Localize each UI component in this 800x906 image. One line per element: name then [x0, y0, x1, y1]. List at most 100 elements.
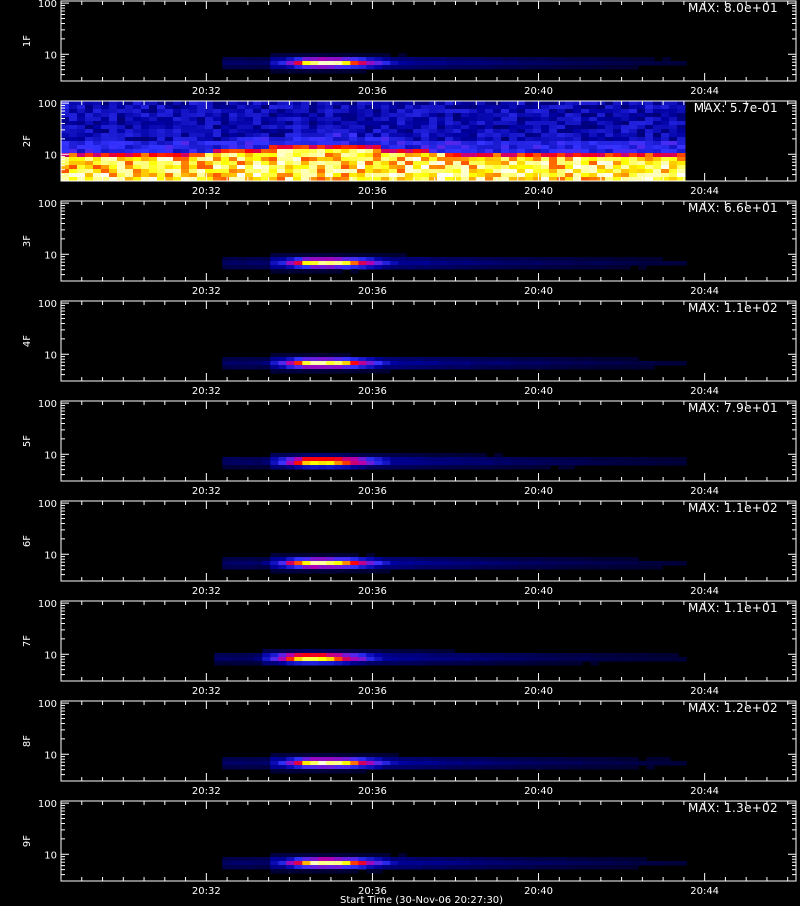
heatmap-cell: [446, 461, 455, 466]
heatmap-cell: [246, 653, 255, 658]
heatmap-cell: [477, 161, 486, 166]
heatmap-cells: [222, 53, 687, 74]
heatmap-cell: [398, 853, 407, 858]
heatmap-cell: [350, 265, 359, 270]
heatmap-cell: [582, 653, 591, 658]
heatmap-cell: [133, 137, 142, 142]
x-tick-label: 20:36: [358, 86, 387, 97]
heatmap-cell: [477, 153, 486, 158]
heatmap-cell: [549, 145, 558, 150]
heatmap-cell: [221, 161, 230, 166]
heatmap-cell: [350, 857, 359, 862]
heatmap-cell: [405, 149, 414, 154]
heatmap-cell: [189, 153, 198, 158]
heatmap-cell: [286, 869, 295, 874]
heatmap-cell: [501, 121, 510, 126]
heatmap-cell: [222, 861, 231, 866]
heatmap-cell: [173, 113, 182, 118]
heatmap-cell: [654, 861, 663, 866]
heatmap-cell: [294, 365, 303, 370]
heatmap-cell: [645, 109, 654, 114]
heatmap-cell: [333, 117, 342, 122]
heatmap-cell: [262, 457, 271, 462]
heatmap-cell: [317, 149, 326, 154]
heatmap-cell: [485, 153, 494, 158]
heatmap-cell: [422, 661, 431, 666]
heatmap-cell: [365, 173, 374, 178]
heatmap-cell: [614, 61, 623, 66]
heatmap-cell: [254, 565, 263, 570]
heatmap-cell: [558, 357, 567, 362]
x-tick-label: 20:36: [358, 386, 387, 397]
heatmap-cell: [390, 557, 399, 562]
heatmap-cell: [606, 761, 615, 766]
heatmap-cell: [438, 61, 447, 66]
heatmap-cell: [245, 129, 254, 134]
heatmap-cell: [453, 165, 462, 170]
heatmap-cell: [237, 177, 246, 182]
heatmap-cell: [493, 149, 502, 154]
heatmap-cell: [382, 661, 391, 666]
heatmap-cell: [197, 149, 206, 154]
heatmap-cell: [269, 133, 278, 138]
heatmap-cell: [69, 141, 78, 146]
heatmap-cell: [445, 121, 454, 126]
heatmap-cell: [109, 121, 118, 126]
heatmap-cell: [270, 353, 279, 358]
heatmap-cell: [302, 253, 311, 258]
heatmap-cell: [582, 365, 591, 370]
plot-frame: [60, 300, 797, 382]
heatmap-cell: [270, 857, 279, 862]
heatmap-cell: [197, 161, 206, 166]
heatmap-cell: [486, 857, 495, 862]
heatmap-cell: [261, 125, 270, 130]
heatmap-cell: [581, 105, 590, 110]
heatmap-cell: [517, 165, 526, 170]
heatmap-cell: [334, 865, 343, 870]
heatmap-cell: [318, 757, 327, 762]
heatmap-cell: [69, 105, 78, 110]
heatmap-cell: [326, 257, 335, 262]
heatmap-cell: [357, 153, 366, 158]
heatmap-cell: [557, 141, 566, 146]
heatmap-cell: [622, 557, 631, 562]
heatmap-cell: [213, 117, 222, 122]
heatmap-cell: [278, 561, 287, 566]
heatmap-cell: [262, 261, 271, 266]
heatmap-cell: [238, 657, 247, 662]
heatmap-cell: [621, 161, 630, 166]
heatmap-cell: [382, 61, 391, 66]
heatmap-cell: [373, 173, 382, 178]
heatmap-cell: [589, 105, 598, 110]
heatmap-cell: [222, 365, 231, 370]
heatmap-cell: [629, 117, 638, 122]
x-ticks: [60, 101, 789, 181]
heatmap-cell: [374, 461, 383, 466]
heatmap-cell: [486, 565, 495, 570]
heatmap-cell: [653, 121, 662, 126]
heatmap-cell: [246, 561, 255, 566]
heatmap-cell: [342, 861, 351, 866]
heatmap-cell: [517, 113, 526, 118]
heatmap-cell: [230, 861, 239, 866]
heatmap-cell: [413, 145, 422, 150]
heatmap-cell: [453, 133, 462, 138]
heatmap-cell: [245, 121, 254, 126]
heatmap-cell: [414, 565, 423, 570]
heatmap-cell: [173, 153, 182, 158]
heatmap-cell: [541, 133, 550, 138]
heatmap-cell: [382, 57, 391, 62]
heatmap-cell: [390, 461, 399, 466]
heatmap-cell: [622, 857, 631, 862]
heatmap-cell: [214, 657, 223, 662]
heatmap-cell: [325, 145, 334, 150]
heatmap-cell: [149, 125, 158, 130]
heatmap-cell: [262, 861, 271, 866]
heatmap-cell: [390, 761, 399, 766]
heatmap-cell: [334, 569, 343, 574]
heatmap-cell: [341, 173, 350, 178]
heatmap-cell: [205, 125, 214, 130]
heatmap-cell: [533, 101, 542, 106]
